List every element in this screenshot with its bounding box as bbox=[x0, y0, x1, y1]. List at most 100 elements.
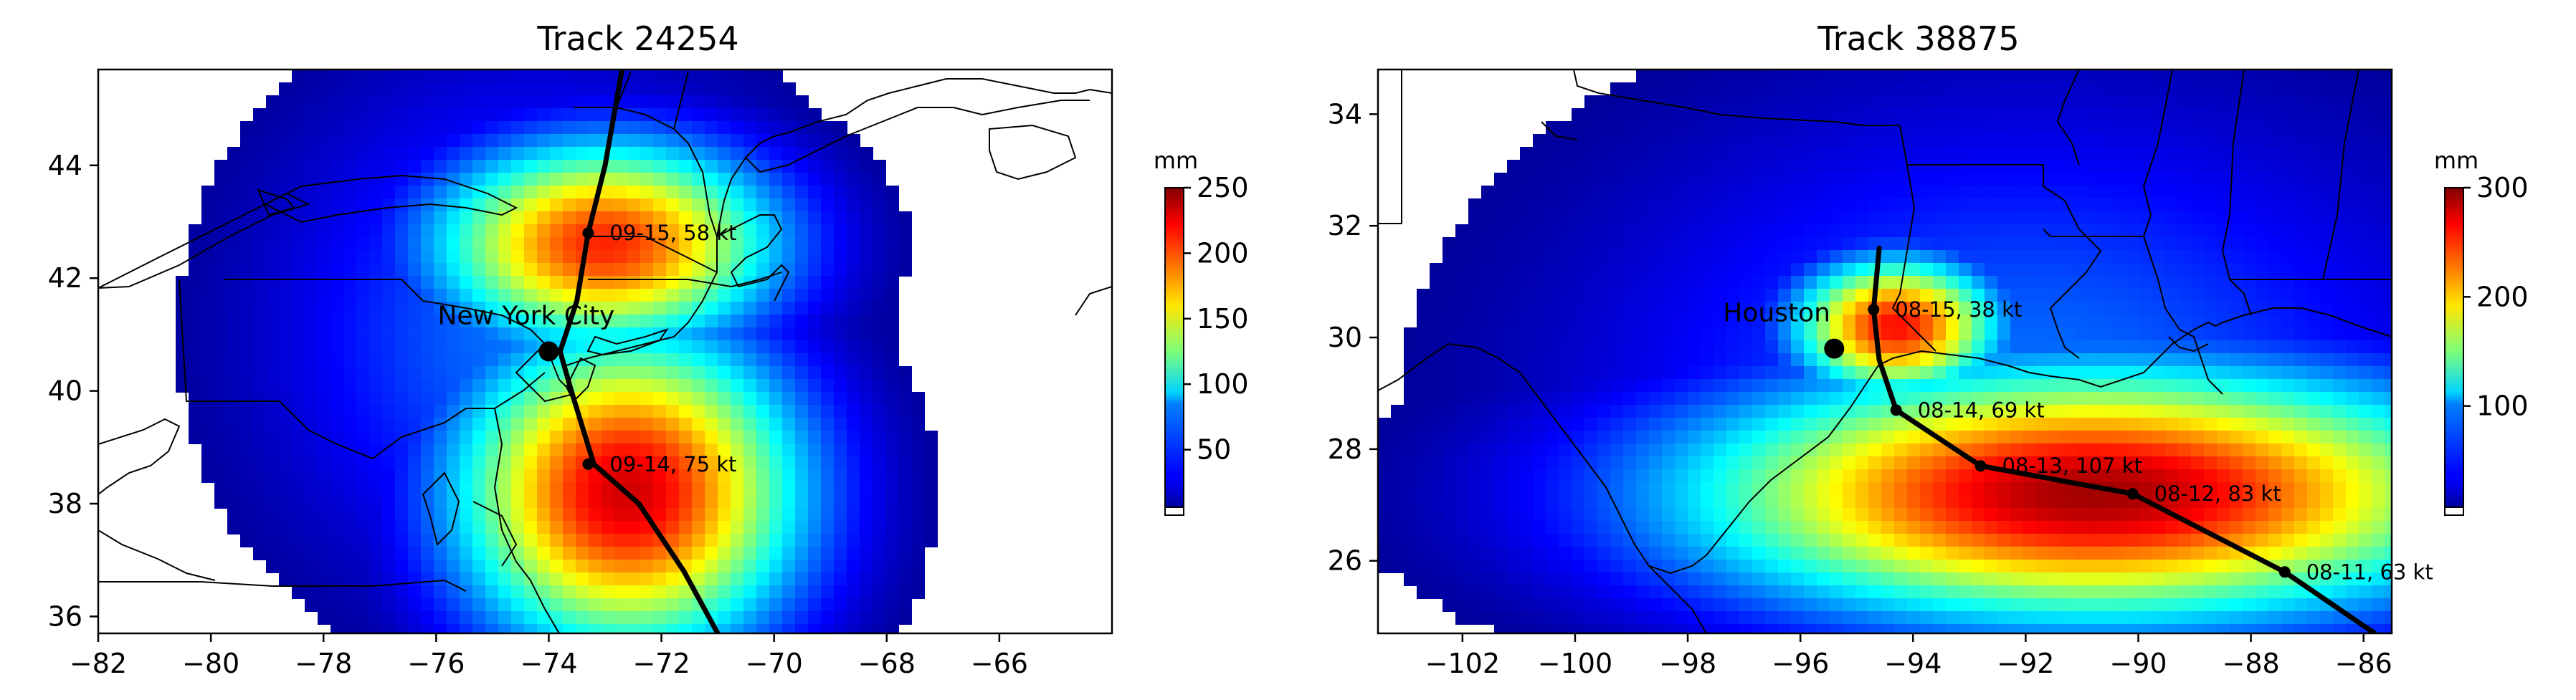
rain-cell bbox=[1791, 340, 1805, 354]
rain-cell bbox=[485, 444, 499, 457]
rain-cell bbox=[1572, 147, 1585, 160]
rain-cell bbox=[214, 186, 228, 199]
rain-cell bbox=[214, 327, 228, 341]
rain-cell bbox=[1765, 379, 1779, 393]
rain-cell bbox=[1701, 121, 1714, 135]
rain-cell bbox=[2165, 289, 2179, 302]
rain-cell bbox=[1443, 289, 1456, 302]
rain-cell bbox=[1584, 611, 1598, 625]
rain-cell bbox=[331, 366, 344, 380]
rain-cell bbox=[1985, 495, 1998, 509]
rain-cell bbox=[1636, 121, 1650, 135]
rain-cell bbox=[460, 495, 473, 509]
rain-cell bbox=[2191, 547, 2205, 560]
rain-cell bbox=[214, 495, 228, 509]
rain-cell bbox=[1662, 250, 1676, 264]
rain-cell bbox=[1843, 198, 1856, 212]
rain-cell bbox=[1739, 508, 1753, 522]
rain-cell bbox=[1830, 534, 1843, 547]
rain-cell bbox=[1881, 508, 1895, 522]
rain-cell bbox=[1378, 560, 1392, 573]
rain-cell bbox=[1636, 418, 1650, 431]
rain-cell bbox=[1972, 547, 1985, 560]
rain-cell bbox=[576, 315, 589, 328]
rain-cell bbox=[1662, 198, 1676, 212]
rain-cell bbox=[1468, 585, 1482, 599]
rain-cell bbox=[1843, 444, 1856, 457]
rain-cell bbox=[1830, 521, 1843, 534]
rain-cell bbox=[472, 211, 486, 225]
rain-cell bbox=[731, 289, 744, 302]
rain-cell bbox=[1662, 405, 1676, 418]
rain-cell bbox=[885, 547, 899, 560]
rain-cell bbox=[537, 186, 551, 199]
rain-cell bbox=[1610, 186, 1624, 199]
rain-cell bbox=[640, 237, 654, 251]
rain-cell bbox=[1610, 508, 1624, 522]
rain-cell bbox=[1572, 598, 1585, 612]
rain-cell bbox=[1946, 134, 1959, 148]
rain-cell bbox=[627, 353, 641, 367]
rain-cell bbox=[2036, 572, 2050, 586]
rain-cell bbox=[1494, 327, 1508, 341]
rain-cell bbox=[1455, 495, 1469, 509]
rain-cell bbox=[1907, 624, 1921, 633]
rain-cell bbox=[1726, 495, 1740, 509]
rain-cell bbox=[2204, 237, 2218, 251]
rain-cell bbox=[1881, 173, 1895, 186]
rain-cell bbox=[356, 560, 370, 573]
rain-cell bbox=[537, 276, 551, 289]
rain-cell bbox=[1894, 508, 1908, 522]
rain-cell bbox=[718, 69, 731, 83]
rain-cell bbox=[2126, 598, 2140, 612]
rain-cell bbox=[1546, 521, 1559, 534]
rain-cell bbox=[2023, 598, 2037, 612]
rain-cell bbox=[1726, 315, 1740, 328]
rain-cell bbox=[1494, 302, 1508, 315]
rain-cell bbox=[2023, 611, 2037, 625]
rain-cell bbox=[485, 276, 499, 289]
rain-cell bbox=[1933, 547, 1947, 560]
rain-cell bbox=[1701, 302, 1714, 315]
rain-cell bbox=[847, 405, 860, 418]
rain-cell bbox=[1649, 224, 1663, 238]
rain-cell bbox=[1675, 611, 1688, 625]
rain-cell bbox=[1946, 250, 1959, 264]
rain-cell bbox=[1623, 431, 1637, 444]
rain-cell bbox=[498, 340, 512, 354]
x-tick-label: −74 bbox=[520, 648, 577, 679]
rain-cell bbox=[524, 495, 538, 509]
rain-cell bbox=[1972, 508, 1985, 522]
rain-cell bbox=[614, 444, 628, 457]
rain-cell bbox=[201, 444, 215, 457]
rain-cell bbox=[1714, 315, 1727, 328]
rain-cell bbox=[2165, 276, 2179, 289]
rain-cell bbox=[2101, 134, 2114, 148]
rain-cell bbox=[679, 147, 693, 160]
rain-cell bbox=[1636, 237, 1650, 251]
rain-cell bbox=[627, 405, 641, 418]
rain-cell bbox=[305, 173, 318, 186]
rain-cell bbox=[1972, 560, 1985, 573]
rain-cell bbox=[511, 82, 525, 96]
rain-cell bbox=[472, 353, 486, 367]
rain-cell bbox=[602, 82, 615, 96]
rain-cell bbox=[511, 69, 525, 83]
rain-cell bbox=[1830, 366, 1843, 380]
rain-cell bbox=[602, 624, 615, 633]
rain-cell bbox=[860, 353, 873, 367]
rain-cell bbox=[1701, 69, 1714, 83]
rain-cell bbox=[1985, 237, 1998, 251]
rain-cell bbox=[2049, 263, 2063, 277]
rain-cell bbox=[1417, 534, 1430, 547]
rain-cell bbox=[1597, 108, 1611, 122]
rain-cell bbox=[782, 95, 796, 109]
rain-cell bbox=[1894, 521, 1908, 534]
rain-cell bbox=[2101, 444, 2114, 457]
rain-cell bbox=[537, 469, 551, 483]
rain-cell bbox=[743, 82, 757, 96]
rain-cell bbox=[1791, 624, 1805, 633]
rain-cell bbox=[2062, 327, 2076, 341]
rain-cell bbox=[2139, 405, 2153, 418]
rain-cell bbox=[1455, 302, 1469, 315]
